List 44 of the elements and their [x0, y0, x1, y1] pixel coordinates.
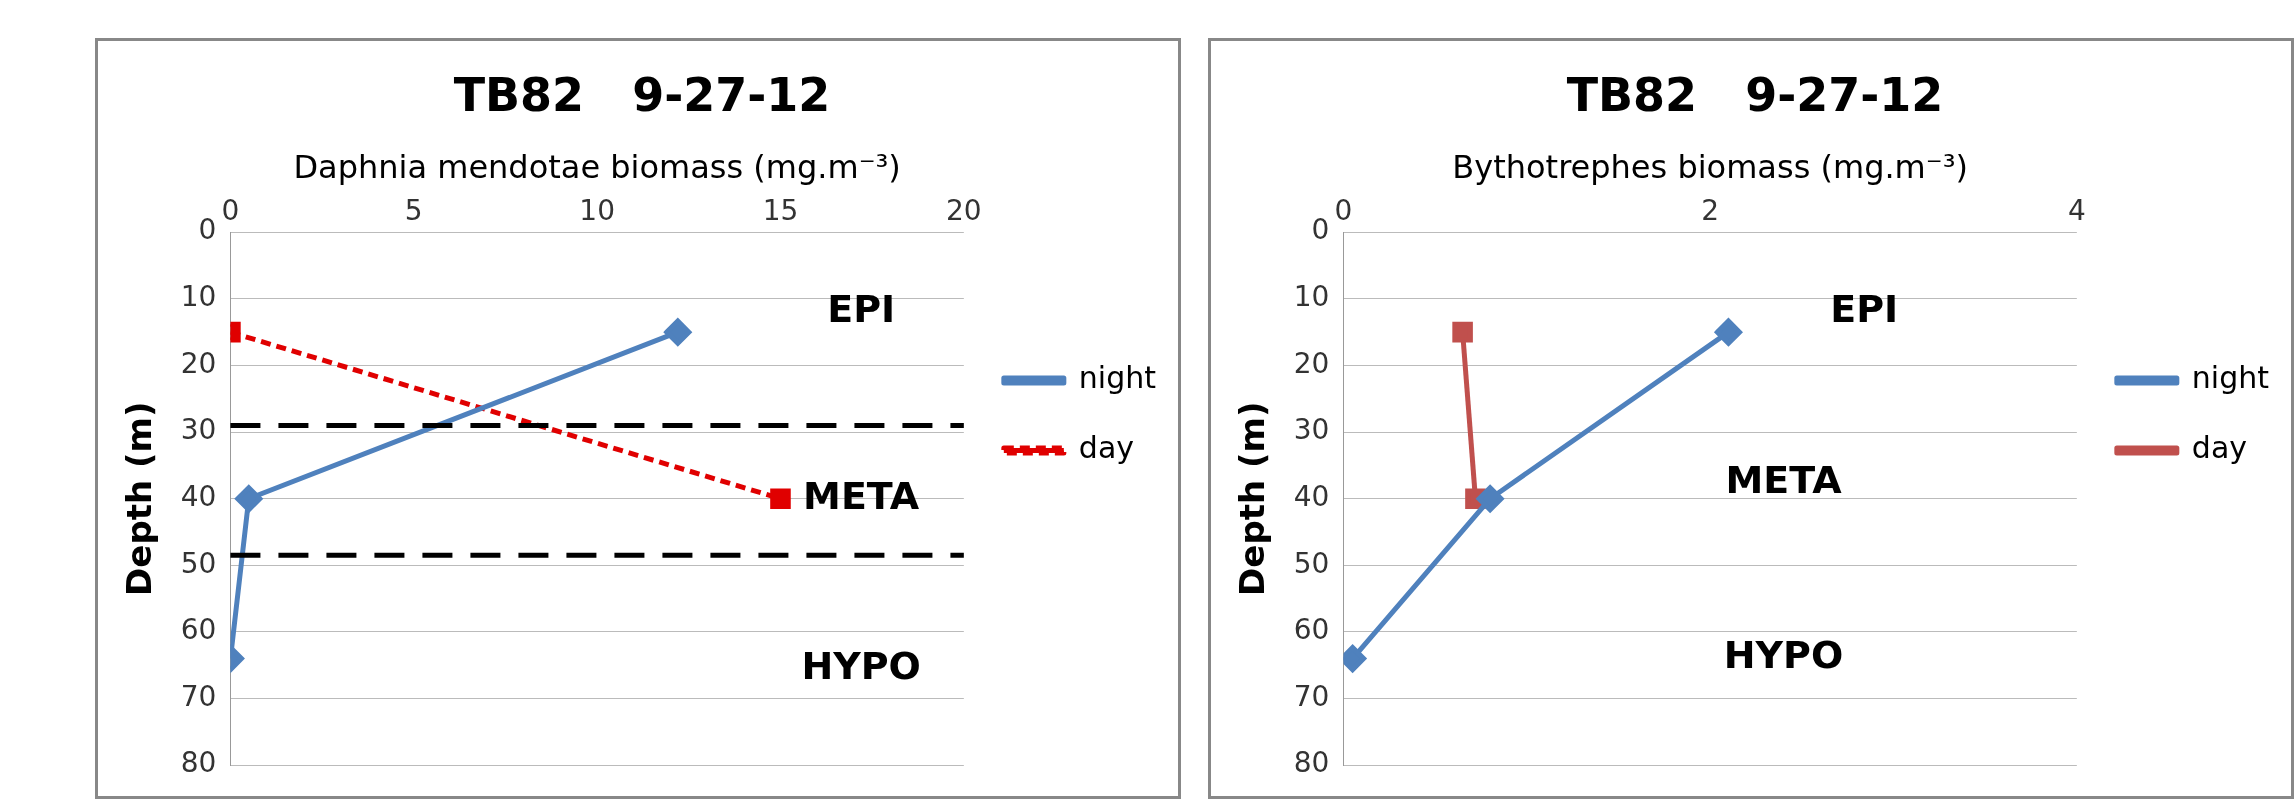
y-tick-label: 20 — [180, 346, 217, 380]
x-tick-label: 0 — [221, 193, 240, 227]
x-tick-label: 10 — [579, 193, 615, 227]
legend-label: night — [2191, 360, 2270, 396]
annotation: HYPO — [801, 644, 921, 689]
y-axis-title: Depth (m) — [119, 401, 160, 596]
x-tick-label: 0 — [1334, 193, 1353, 227]
legend-label: day — [2191, 430, 2248, 466]
x-tick-label: 4 — [2067, 193, 2086, 227]
annotation: META — [803, 473, 920, 518]
annotation: HYPO — [1723, 633, 1844, 678]
y-tick-label: 80 — [180, 746, 217, 780]
legend-label: day — [1078, 430, 1135, 466]
y-tick-label: 50 — [180, 546, 217, 580]
y-tick-label: 60 — [180, 613, 217, 647]
annotation: EPI — [827, 287, 896, 332]
x-tick-label: 15 — [762, 193, 799, 227]
chart-title: TB82 9-27-12 — [1566, 67, 1944, 122]
point — [1452, 321, 1473, 343]
chart-title: TB82 9-27-12 — [453, 67, 831, 122]
point — [1476, 485, 1504, 513]
x-tick-label: 2 — [1701, 193, 1720, 227]
y-tick-label: 10 — [180, 280, 217, 314]
x-axis-title: Daphnia mendotae biomass (mg.m⁻³) — [293, 147, 901, 186]
annotation: META — [1725, 457, 1843, 502]
y-axis-title: Depth (m) — [1232, 401, 1273, 596]
y-tick-label: 60 — [1293, 613, 1330, 647]
legend-label: night — [1078, 360, 1157, 396]
y-tick-label: 10 — [1293, 280, 1330, 314]
y-tick-label: 80 — [1293, 746, 1330, 780]
y-tick-label: 30 — [180, 413, 217, 447]
x-tick-label: 5 — [404, 193, 423, 227]
y-tick-label: 70 — [1293, 679, 1330, 713]
y-tick-label: 50 — [1293, 546, 1330, 580]
y-tick-label: 20 — [1293, 346, 1330, 380]
point — [1714, 318, 1742, 346]
x-axis-title: Bythotrephes biomass (mg.m⁻³) — [1452, 147, 1968, 186]
y-tick-label: 70 — [180, 679, 217, 713]
y-tick-label: 40 — [1293, 479, 1330, 513]
y-tick-label: 40 — [180, 479, 217, 513]
point — [664, 318, 692, 346]
annotation: EPI — [1830, 287, 1899, 332]
y-tick-label: 30 — [1293, 413, 1330, 447]
x-tick-label: 20 — [946, 193, 982, 227]
